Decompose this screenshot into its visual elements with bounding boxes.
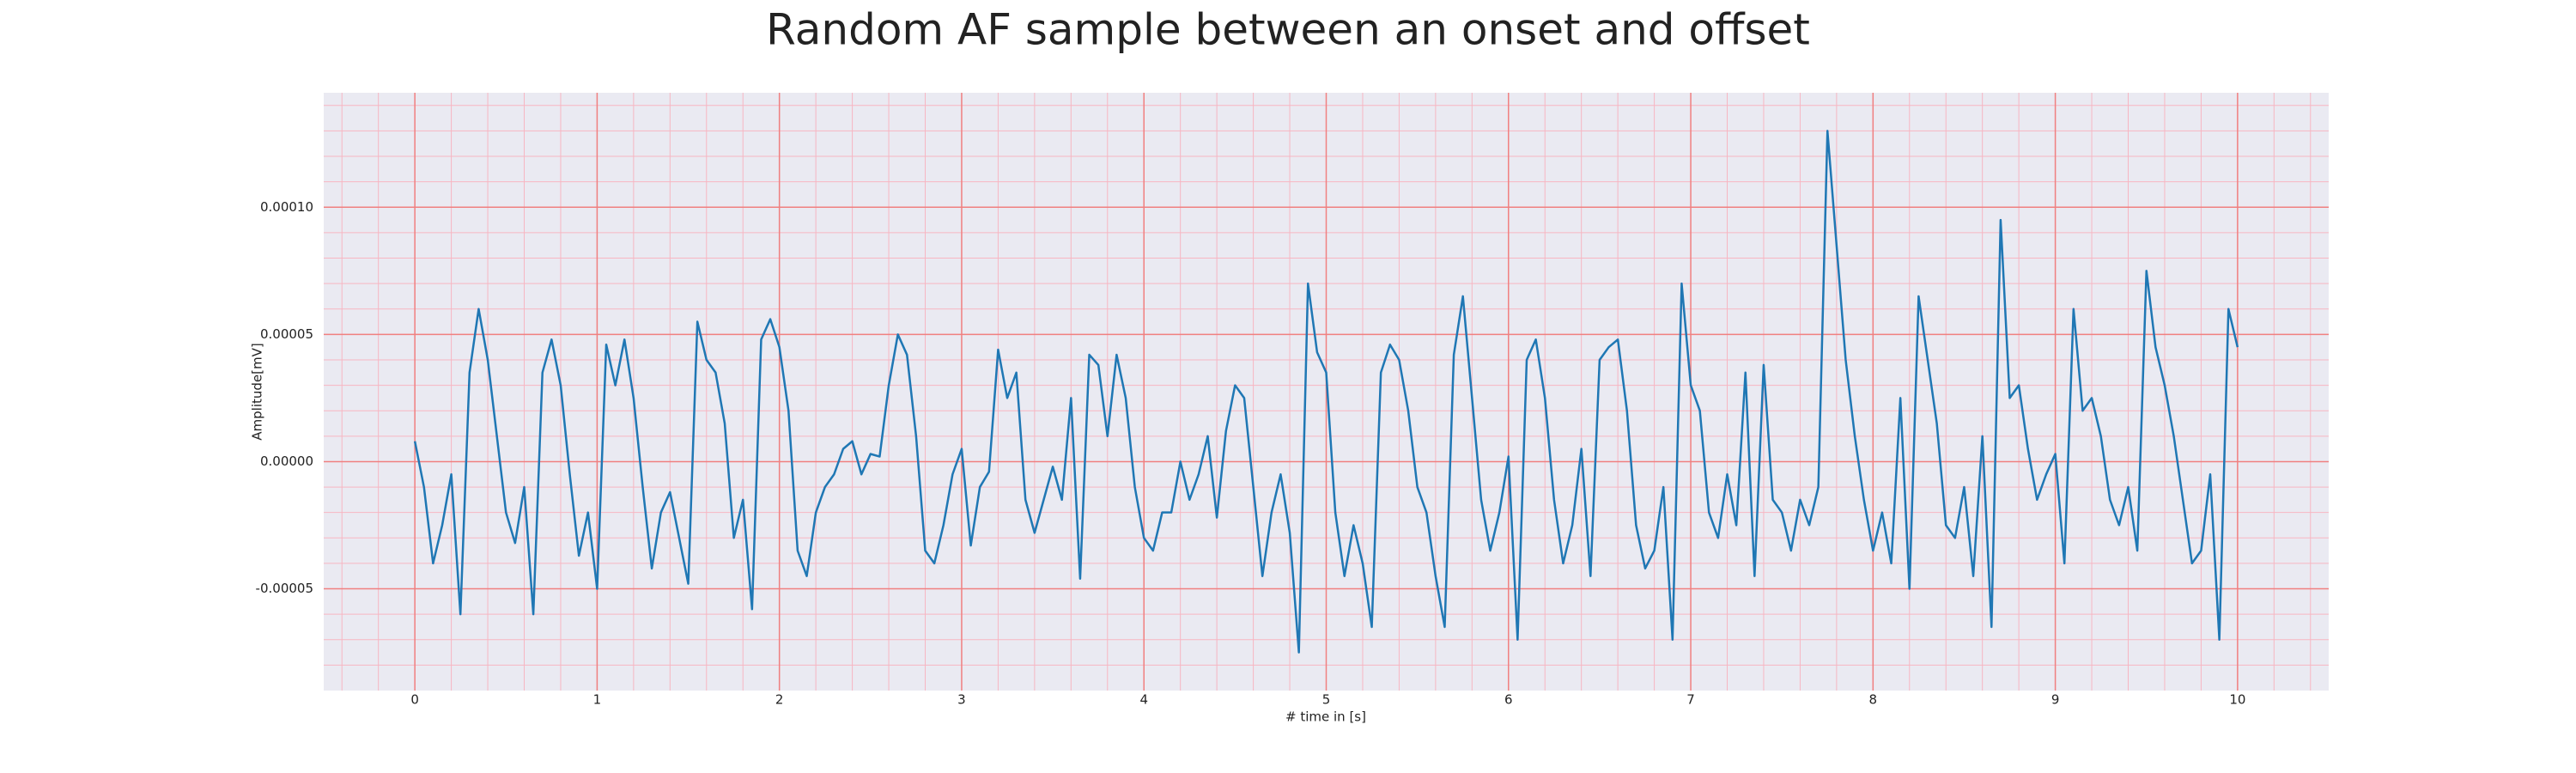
x-tick-label: 3	[957, 692, 966, 708]
x-axis-label: # time in [s]	[1285, 709, 1366, 725]
x-tick-label: 6	[1504, 692, 1513, 708]
x-tick-label: 8	[1869, 692, 1878, 708]
x-tick-label: 5	[1322, 692, 1331, 708]
y-tick-label: 0.00010	[260, 199, 313, 215]
y-tick-label: 0.00005	[260, 326, 313, 342]
x-tick-label: 10	[2229, 692, 2245, 708]
x-tick-label: 9	[2051, 692, 2060, 708]
y-tick-label: -0.00005	[256, 581, 313, 596]
y-axis-label: Amplitude[mV]	[250, 343, 265, 440]
x-tick-label: 4	[1139, 692, 1148, 708]
marks	[413, 130, 2239, 654]
x-tick-label: 2	[775, 692, 784, 708]
x-tick-label: 7	[1686, 692, 1695, 708]
x-tick-label: 0	[410, 692, 419, 708]
chart-title: Random AF sample between an onset and of…	[766, 5, 1810, 55]
x-tick-label: 1	[593, 692, 602, 708]
series-line	[413, 130, 2239, 654]
y-tick-label: 0.00000	[260, 453, 313, 469]
